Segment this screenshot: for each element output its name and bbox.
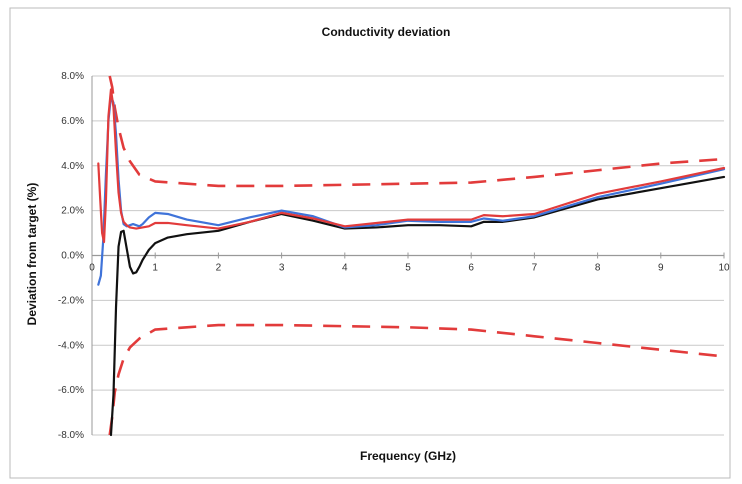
x-tick-label: 4 (342, 263, 348, 274)
x-tick-label: 6 (468, 263, 474, 274)
tick-labels: -8.0% -6.0% -4.0% -2.0% 0.0% 2.0% 4.0% 6.0% 8.0%… (58, 71, 730, 441)
chart-title: Conductivity deviation (322, 25, 451, 39)
series-layer (97, 75, 726, 437)
x-tick-label: 0 (89, 263, 95, 274)
series-line-2 (109, 175, 726, 437)
x-axis-title: Frequency (GHz) (360, 449, 456, 463)
x-tick-label: 2 (216, 263, 222, 274)
y-tick-label: 6.0% (61, 116, 84, 127)
x-tick-label: 1 (152, 263, 158, 274)
y-tick-label: -4.0% (58, 340, 84, 351)
axes (91, 76, 725, 435)
x-tick-label: 3 (279, 263, 285, 274)
x-tick-label: 10 (718, 263, 730, 274)
series-line-1 (108, 323, 725, 436)
y-tick-label: 0.0% (61, 251, 84, 262)
y-tick-label: 2.0% (61, 206, 84, 217)
y-axis-title: Deviation from target (%) (25, 183, 39, 326)
series-line-4 (97, 88, 726, 244)
outer-frame (9, 7, 731, 479)
y-tick-label: -8.0% (58, 430, 84, 441)
y-tick-label: 4.0% (61, 161, 84, 172)
y-tick-label: -6.0% (58, 385, 84, 396)
y-tick-label: -2.0% (58, 295, 84, 306)
x-tick-label: 8 (595, 263, 601, 274)
x-tick-label: 7 (532, 263, 538, 274)
x-tick-label: 9 (658, 263, 664, 274)
x-tick-label: 5 (405, 263, 411, 274)
y-tick-label: 8.0% (61, 71, 84, 82)
